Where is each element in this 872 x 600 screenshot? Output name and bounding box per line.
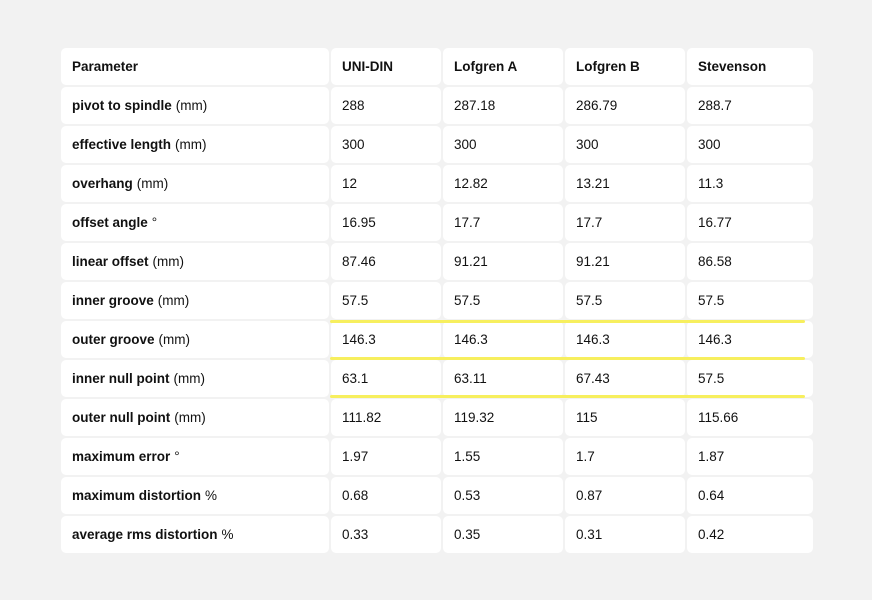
param-name: maximum error xyxy=(72,449,171,464)
param-unit: (mm) xyxy=(175,137,207,152)
param-unit: % xyxy=(221,527,234,542)
table-cell: 288 xyxy=(331,87,441,124)
table-cell: 1.97 xyxy=(331,438,441,475)
param-name: maximum distortion xyxy=(72,488,202,503)
param-name: pivot to spindle xyxy=(72,98,172,113)
table-cell: 57.5 xyxy=(443,282,563,319)
table-cell: 300 xyxy=(565,126,685,163)
param-name: linear offset xyxy=(72,254,149,269)
param-unit: (mm) xyxy=(175,98,208,113)
table-cell: 1.87 xyxy=(687,438,813,475)
table-cell: 0.64 xyxy=(687,477,813,514)
table-cell: 288.7 xyxy=(687,87,813,124)
header-lofgren-a: Lofgren A xyxy=(443,48,563,85)
table-cell: 115.66 xyxy=(687,399,813,436)
table-cell: 1.55 xyxy=(443,438,563,475)
header-lofgren-b: Lofgren B xyxy=(565,48,685,85)
param-unit: ° xyxy=(151,215,158,230)
highlight-line-middle xyxy=(330,357,805,360)
row-label-effective-length: effective length (mm) xyxy=(61,126,329,163)
row-label-outer-null-point: outer null point (mm) xyxy=(61,399,329,436)
row-label-overhang: overhang (mm) xyxy=(61,165,329,202)
table-cell: 17.7 xyxy=(443,204,563,241)
table-cell: 119.32 xyxy=(443,399,563,436)
table-cell: 91.21 xyxy=(565,243,685,280)
table-cell: 63.11 xyxy=(443,360,563,397)
table-cell: 86.58 xyxy=(687,243,813,280)
row-label-pivot-to-spindle: pivot to spindle (mm) xyxy=(61,87,329,124)
table-cell: 57.5 xyxy=(565,282,685,319)
table-cell: 1.7 xyxy=(565,438,685,475)
table-cell: 0.53 xyxy=(443,477,563,514)
table-cell: 0.35 xyxy=(443,516,563,553)
table-cell: 300 xyxy=(443,126,563,163)
table-cell: 57.5 xyxy=(687,360,813,397)
param-name: outer groove xyxy=(72,332,155,347)
row-label-inner-null-point: inner null point (mm) xyxy=(61,360,329,397)
highlight-line-top xyxy=(330,320,805,323)
table-cell: 115 xyxy=(565,399,685,436)
param-name: overhang xyxy=(72,176,133,191)
table-cell: 300 xyxy=(687,126,813,163)
param-unit: (mm) xyxy=(158,332,190,347)
param-unit: ° xyxy=(174,449,180,464)
row-label-outer-groove: outer groove (mm) xyxy=(61,321,329,358)
table-cell: 0.31 xyxy=(565,516,685,553)
table-cell: 57.5 xyxy=(687,282,813,319)
param-name: average rms distortion xyxy=(72,527,218,542)
table-cell: 13.21 xyxy=(565,165,685,202)
param-unit: (mm) xyxy=(136,176,169,191)
table-cell: 0.68 xyxy=(331,477,441,514)
param-unit: (mm) xyxy=(157,293,190,308)
table-cell: 91.21 xyxy=(443,243,563,280)
row-label-linear-offset: linear offset (mm) xyxy=(61,243,329,280)
param-name: outer null point xyxy=(72,410,171,425)
param-unit: % xyxy=(205,488,218,503)
table-cell: 57.5 xyxy=(331,282,441,319)
row-label-inner-groove: inner groove (mm) xyxy=(61,282,329,319)
table-cell: 11.3 xyxy=(687,165,813,202)
param-name: inner null point xyxy=(72,371,170,386)
row-label-maximum-error: maximum error ° xyxy=(61,438,329,475)
table-cell: 12 xyxy=(331,165,441,202)
table-cell: 0.42 xyxy=(687,516,813,553)
table-cell: 111.82 xyxy=(331,399,441,436)
table-cell: 16.77 xyxy=(687,204,813,241)
table-cell: 146.3 xyxy=(443,321,563,358)
header-parameter: Parameter xyxy=(61,48,329,85)
param-name: offset angle xyxy=(72,215,148,230)
row-label-maximum-distortion: maximum distortion% xyxy=(61,477,329,514)
table-cell: 146.3 xyxy=(565,321,685,358)
row-label-offset-angle: offset angle ° xyxy=(61,204,329,241)
table-cell: 87.46 xyxy=(331,243,441,280)
table-cell: 146.3 xyxy=(687,321,813,358)
param-unit: (mm) xyxy=(152,254,185,269)
header-uni-din: UNI-DIN xyxy=(331,48,441,85)
header-stevenson: Stevenson xyxy=(687,48,813,85)
param-unit: (mm) xyxy=(173,371,205,386)
table-cell: 0.33 xyxy=(331,516,441,553)
table-cell: 17.7 xyxy=(565,204,685,241)
table-cell: 16.95 xyxy=(331,204,441,241)
parameter-table: Parameter UNI-DIN Lofgren A Lofgren B St… xyxy=(61,48,813,553)
table-cell: 67.43 xyxy=(565,360,685,397)
param-name: inner groove xyxy=(72,293,154,308)
table-cell: 0.87 xyxy=(565,477,685,514)
param-name: effective length xyxy=(72,137,172,152)
highlight-line-bottom xyxy=(330,395,805,398)
table-cell: 300 xyxy=(331,126,441,163)
row-label-average-rms-distortion: average rms distortion% xyxy=(61,516,329,553)
table-cell: 287.18 xyxy=(443,87,563,124)
table-cell: 146.3 xyxy=(331,321,441,358)
table-cell: 12.82 xyxy=(443,165,563,202)
param-unit: (mm) xyxy=(174,410,206,425)
table-cell: 63.1 xyxy=(331,360,441,397)
table-cell: 286.79 xyxy=(565,87,685,124)
